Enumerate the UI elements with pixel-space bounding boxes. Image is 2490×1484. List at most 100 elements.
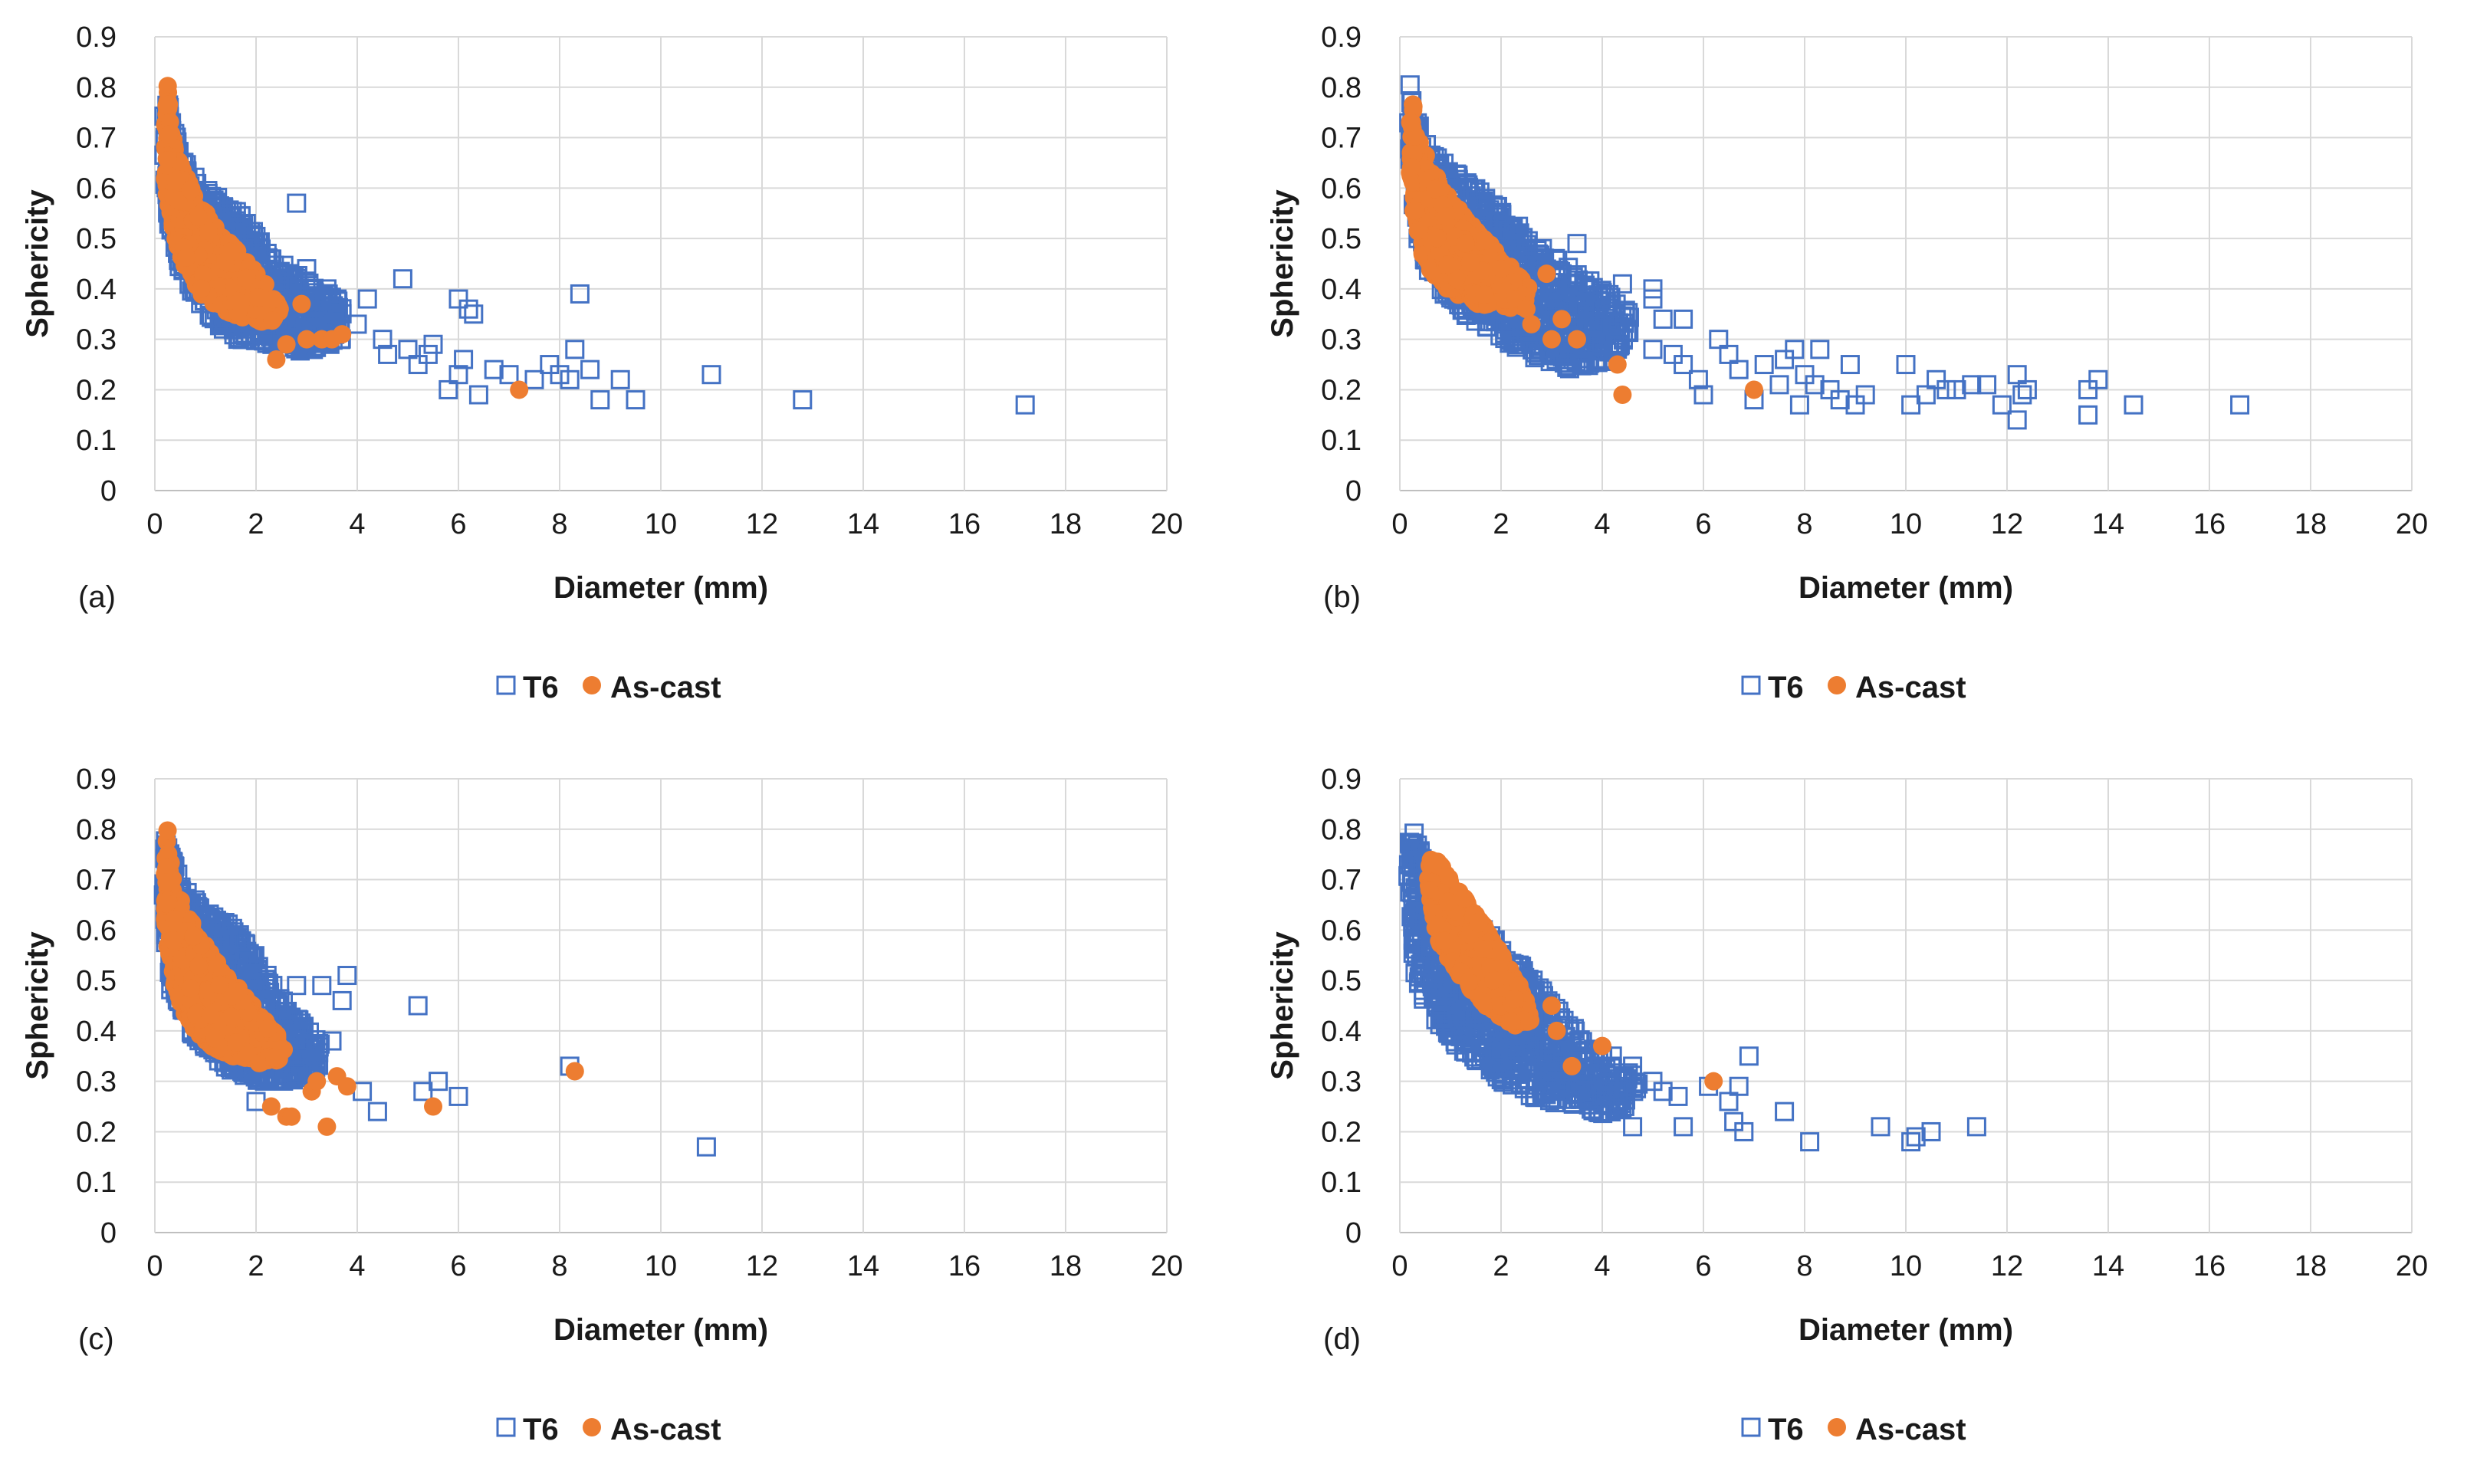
data-point-ascast — [237, 268, 256, 287]
data-point-t6 — [1674, 355, 1693, 375]
y-tick-label: 0.5 — [1321, 965, 1362, 997]
data-point-ascast — [210, 975, 229, 994]
data-point-ascast — [189, 957, 209, 976]
data-point-ascast — [277, 335, 296, 354]
x-tick-label: 16 — [2193, 1250, 2226, 1282]
data-point-ascast — [317, 1117, 337, 1136]
data-point-t6 — [1487, 211, 1507, 231]
data-point-t6 — [322, 1031, 342, 1051]
data-point-t6 — [418, 344, 438, 364]
data-point-ascast — [263, 311, 282, 330]
x-tick-label: 0 — [146, 1250, 163, 1282]
data-point-ascast — [163, 931, 182, 950]
data-point-ascast — [1568, 330, 1586, 349]
data-point-ascast — [1542, 330, 1561, 349]
data-point-t6 — [540, 355, 560, 375]
data-point-t6 — [2007, 410, 2027, 430]
data-point-t6 — [2230, 395, 2250, 415]
data-point-t6 — [1927, 369, 1946, 389]
data-point-ascast — [258, 1019, 278, 1038]
x-tick-label: 20 — [1151, 1250, 1183, 1282]
data-point-ascast — [166, 172, 186, 191]
data-point-t6 — [1785, 340, 1805, 360]
data-point-ascast — [1405, 201, 1424, 220]
data-point-ascast — [157, 895, 176, 914]
data-point-t6 — [248, 963, 268, 983]
data-point-t6 — [610, 369, 630, 389]
data-point-ascast — [1421, 261, 1440, 280]
chart-svg-c: 00.10.20.30.40.50.60.70.80.90 2 4 6 8 10 12 14 1… — [21, 763, 1183, 1446]
data-point-t6 — [701, 365, 721, 385]
data-point-ascast — [193, 265, 212, 284]
data-point-ascast — [261, 1097, 281, 1116]
data-point-ascast — [1427, 228, 1447, 248]
data-point-t6 — [337, 966, 357, 986]
x-tick-label: 4 — [349, 508, 365, 540]
data-point-ascast — [205, 1029, 225, 1048]
data-point-t6 — [1015, 395, 1035, 415]
y-tick-label: 0.7 — [1321, 865, 1362, 897]
data-point-t6 — [1896, 355, 1916, 375]
data-point-t6 — [696, 1137, 716, 1157]
x-tick-label: 10 — [645, 1250, 677, 1282]
legend-t6-label: T6 — [523, 671, 559, 704]
data-point-t6 — [312, 291, 332, 311]
data-point-t6 — [1525, 348, 1545, 368]
chart-panel-b: 0 0.1 0.2 0.3 0.4 0.5 0.6 0.7 0.8 0.9 0 2 4 6 8 10 12 14 1… — [1245, 0, 2490, 742]
data-point-t6 — [1575, 276, 1595, 296]
y-tick-label: 0.4 — [1321, 274, 1362, 306]
data-point-ascast — [1404, 95, 1423, 114]
data-point-t6 — [1977, 375, 1997, 395]
y-tick-label: 0.7 — [1321, 123, 1362, 155]
x-axis-title: Diameter (mm) — [1799, 1313, 2013, 1347]
y-tick-label: 0 — [1345, 1217, 1362, 1249]
data-point-t6 — [312, 976, 332, 996]
data-point-t6 — [1795, 365, 1815, 385]
x-tick-label: 8 — [551, 1250, 567, 1282]
x-tick-label: 14 — [2092, 1250, 2124, 1282]
data-point-t6 — [2124, 395, 2143, 415]
x-tick-label: 2 — [248, 1250, 264, 1282]
data-point-t6 — [287, 193, 307, 213]
data-point-t6 — [408, 996, 428, 1016]
x-tick-label: 6 — [450, 1250, 466, 1282]
y-tick-label: 0.1 — [1321, 1167, 1362, 1199]
legend-ascast-label: As-cast — [610, 671, 721, 704]
x-tick-label: 10 — [645, 508, 677, 540]
data-point-t6 — [448, 365, 468, 385]
panel-label: (a) — [78, 580, 116, 614]
x-tick-label: 18 — [1050, 508, 1082, 540]
data-point-t6 — [1992, 395, 2012, 415]
data-point-t6 — [1473, 195, 1493, 215]
data-point-ascast — [264, 290, 283, 309]
data-point-t6 — [2078, 379, 2098, 399]
y-tick-label: 0.7 — [76, 865, 117, 897]
x-tick-label: 6 — [450, 508, 466, 540]
y-axis-title: Sphericity — [21, 931, 54, 1080]
data-point-ascast — [186, 1005, 205, 1024]
data-point-t6 — [398, 340, 418, 360]
data-point-ascast — [157, 858, 176, 877]
data-point-t6 — [580, 360, 600, 379]
x-tick-label: 8 — [1796, 1250, 1812, 1282]
series-t6 — [1399, 75, 2250, 430]
data-point-ascast — [1406, 126, 1425, 146]
data-point-t6 — [1674, 309, 1693, 329]
data-point-t6 — [484, 360, 504, 379]
x-tick-label: 14 — [2092, 508, 2124, 540]
data-point-t6 — [1556, 288, 1576, 308]
data-point-t6 — [1845, 395, 1865, 415]
chart-panel-d: 0 0.1 0.2 0.3 0.4 0.5 0.6 0.7 0.8 0.9 0 2 4 6 8 10 12 14 1… — [1245, 742, 2490, 1484]
y-tick-label: 0.3 — [76, 1066, 117, 1098]
data-point-t6 — [1643, 340, 1663, 360]
legend-t6-label: T6 — [1768, 671, 1804, 704]
data-point-ascast — [159, 125, 179, 144]
x-tick-label: 20 — [2396, 1250, 2428, 1282]
data-point-t6 — [1458, 179, 1478, 199]
y-tick-label: 0.3 — [76, 324, 117, 356]
x-tick-label: 4 — [349, 1250, 365, 1282]
data-point-t6 — [1693, 385, 1713, 405]
x-tick-label: 12 — [746, 1250, 778, 1282]
data-point-t6 — [423, 334, 443, 354]
x-tick-label: 8 — [1796, 508, 1812, 540]
